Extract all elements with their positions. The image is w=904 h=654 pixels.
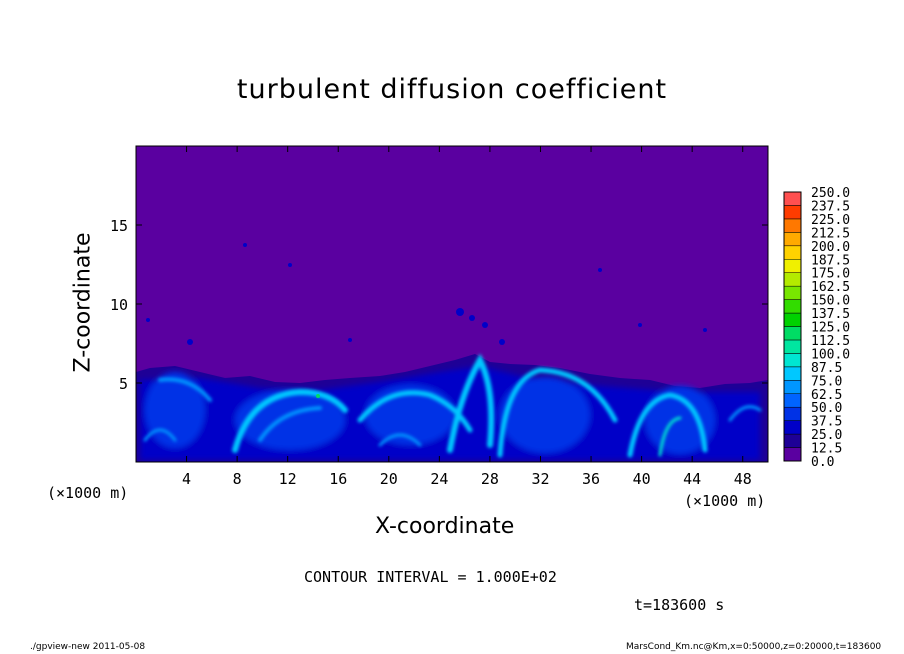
colorbar-swatch [783, 366, 802, 381]
colorbar-label: 150.0 [811, 294, 850, 309]
colorbar-swatch [783, 380, 802, 394]
y-tick-label: 5 [119, 375, 128, 393]
colorbar-swatch [783, 272, 802, 287]
eddy-streaks [143, 353, 762, 458]
colorbar-swatch [783, 218, 802, 233]
colorbar-swatch [783, 353, 802, 368]
colorbar-label: 100.0 [811, 347, 850, 362]
colorbar: 0.012.525.037.550.062.575.087.5100.0112.… [783, 186, 850, 470]
colorbar-label: 200.0 [811, 240, 850, 255]
upper-patches [146, 243, 707, 345]
y-tick-label: 10 [110, 296, 128, 314]
x-ticks: 4 8 12 16 20 24 28 32 36 40 44 48 [182, 146, 752, 488]
y-tick-label: 15 [110, 217, 128, 235]
x-tick-label: 40 [633, 470, 651, 488]
colorbar-label: 175.0 [811, 267, 850, 282]
colorbar-swatch [783, 259, 802, 273]
time-label: t=183600 s [634, 596, 725, 614]
colorbar-swatch [783, 326, 802, 341]
colorbar-label: 225.0 [811, 213, 850, 228]
x-tick-label: 16 [329, 470, 347, 488]
x-tick-label: 36 [582, 470, 600, 488]
colorbar-label: 62.5 [811, 388, 842, 403]
colorbar-swatch [783, 447, 802, 462]
x-tick-label: 4 [182, 470, 191, 488]
x-tick-label: 20 [380, 470, 398, 488]
colorbar-label: 25.0 [811, 428, 842, 443]
colorbar-label: 0.0 [811, 455, 834, 470]
colorbar-label: 250.0 [811, 186, 850, 201]
colorbar-label: 37.5 [811, 415, 842, 430]
colorbar-label: 12.5 [811, 442, 842, 457]
y-ticks: 5 10 15 [110, 217, 768, 393]
colorbar-label: 112.5 [811, 334, 850, 349]
x-tick-label: 24 [430, 470, 448, 488]
colorbar-frame [783, 191, 802, 462]
colorbar-label: 162.5 [811, 280, 850, 295]
colorbar-label: 137.5 [811, 307, 850, 322]
x-tick-label: 32 [531, 470, 549, 488]
colorbar-swatch [783, 285, 802, 300]
x-tick-label: 44 [683, 470, 701, 488]
peak-spot [316, 394, 320, 398]
colorbar-swatch [783, 205, 802, 220]
footer-left: ./gpview-new 2011-05-08 [30, 642, 146, 652]
x-unit-right: (×1000 m) [684, 492, 766, 510]
colorbar-swatch [783, 393, 802, 408]
colorbar-label: 50.0 [811, 401, 842, 416]
colorbar-swatch [783, 420, 802, 435]
x-unit-left: (×1000 m) [47, 484, 129, 502]
colorbar-label: 237.5 [811, 199, 850, 214]
colorbar-swatch [783, 339, 802, 354]
colorbar-swatch [783, 232, 802, 247]
colorbar-swatch [783, 312, 802, 327]
colorbar-label: 212.5 [811, 226, 850, 241]
colorbar-label: 187.5 [811, 253, 850, 268]
x-tick-label: 48 [734, 470, 752, 488]
x-tick-label: 12 [279, 470, 297, 488]
colorbar-label: 87.5 [811, 361, 842, 376]
footer-right: MarsCond_Km.nc@Km,x=0:50000,z=0:20000,t=… [626, 642, 882, 652]
colorbar-swatch [783, 191, 802, 206]
contour-interval: CONTOUR INTERVAL = 1.000E+02 [304, 568, 557, 586]
chart-title: turbulent diffusion coefficient [236, 74, 668, 105]
colorbar-swatch [783, 299, 802, 314]
y-axis-label: Z-coordinate [70, 232, 96, 373]
x-tick-label: 8 [233, 470, 242, 488]
colorbar-label: 75.0 [811, 374, 842, 389]
colorbar-swatch [783, 245, 802, 260]
colorbar-swatch [783, 406, 802, 421]
heatmap-field [136, 146, 768, 462]
colorbar-swatch [783, 433, 802, 448]
colorbar-label: 125.0 [811, 321, 850, 336]
x-tick-label: 28 [481, 470, 499, 488]
x-axis-label: X-coordinate [375, 514, 515, 539]
